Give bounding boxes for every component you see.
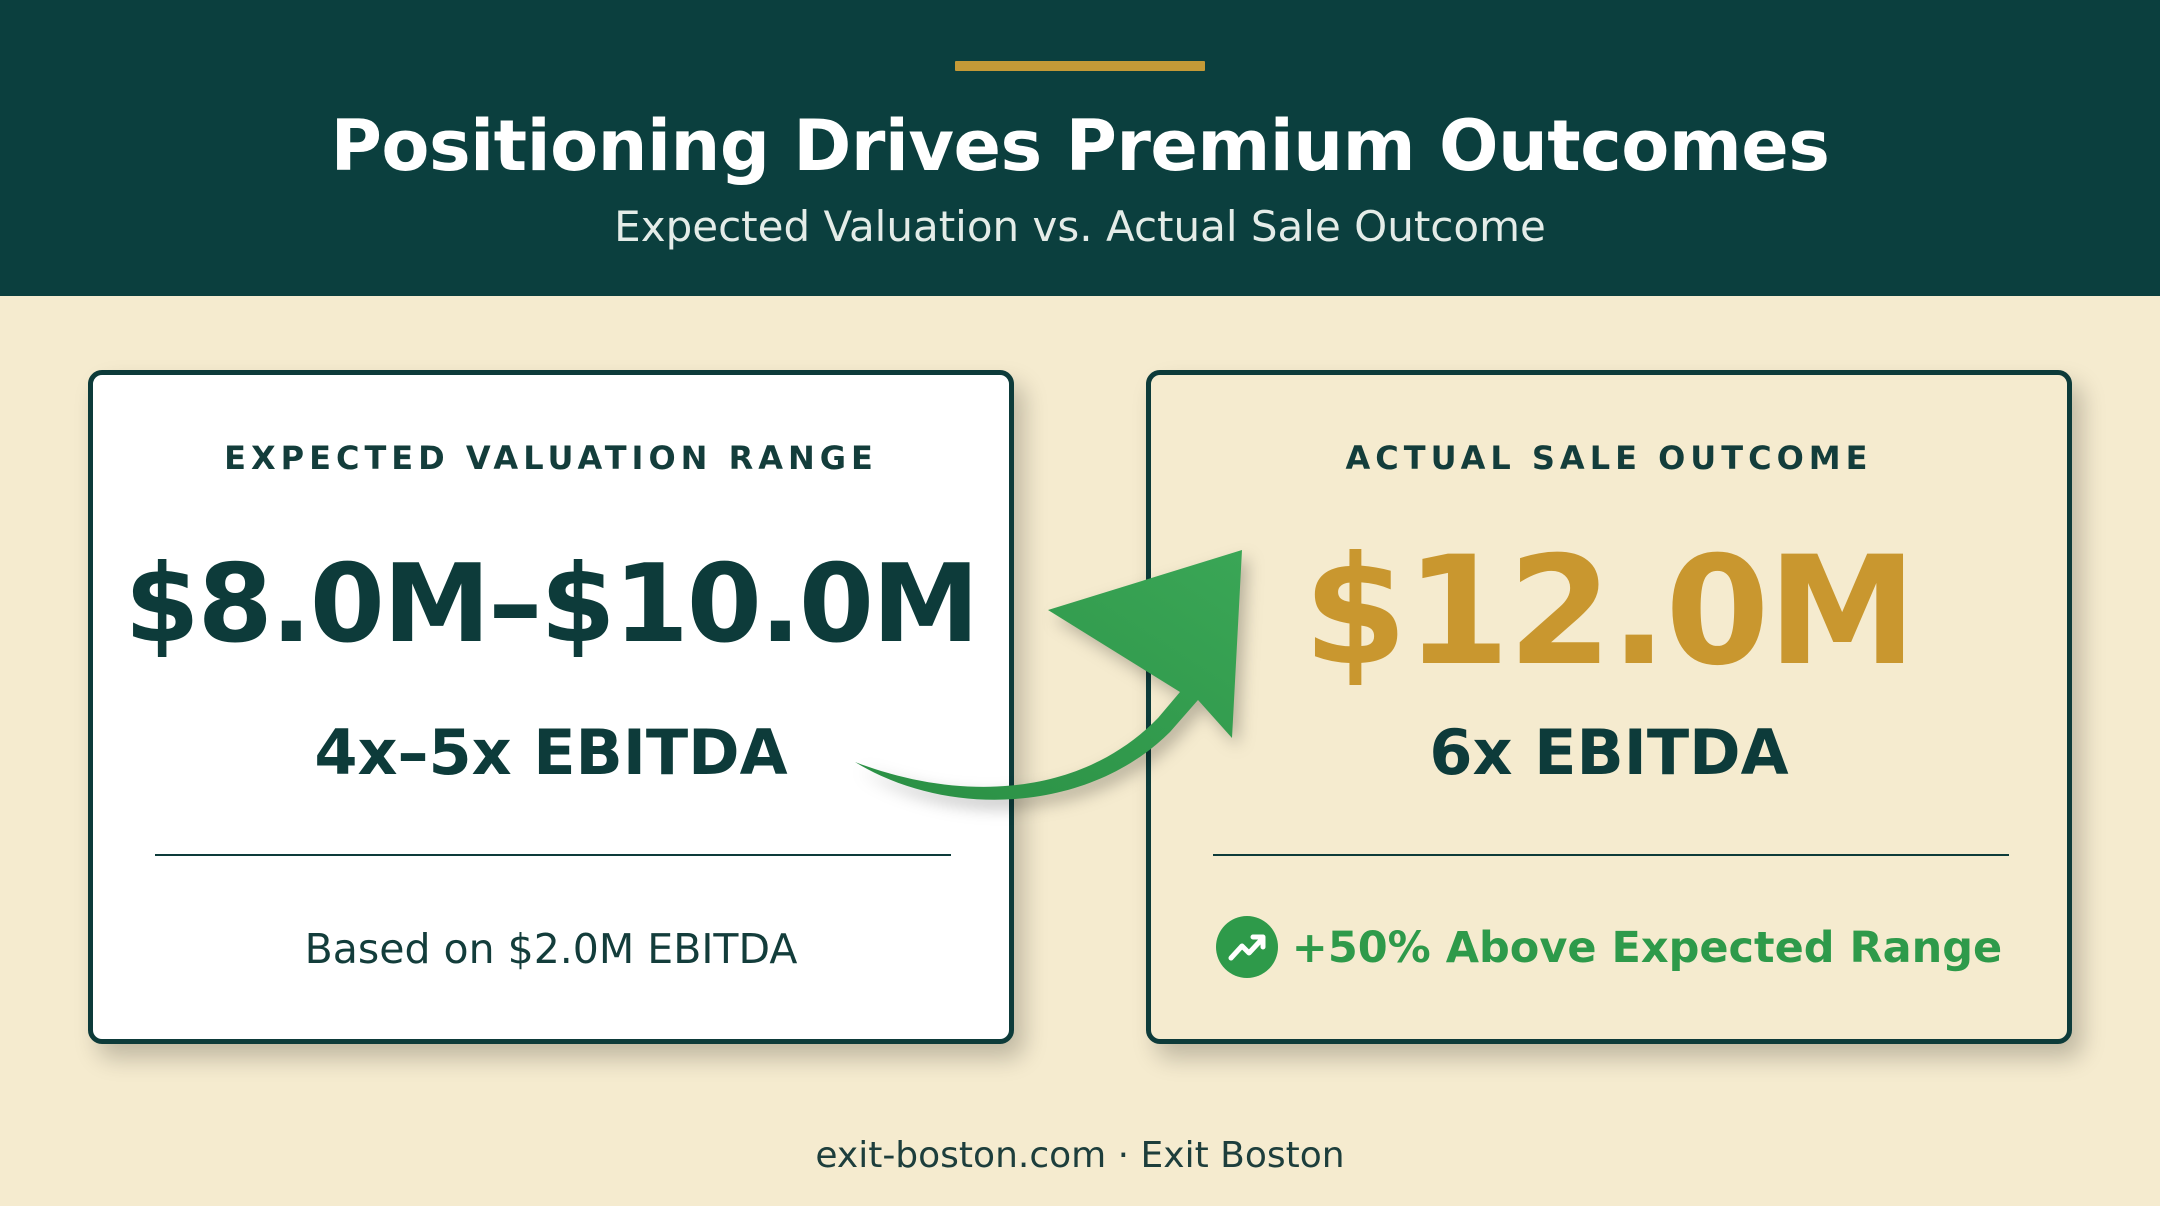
accent-bar xyxy=(955,61,1205,71)
footer-attribution: exit-boston.com · Exit Boston xyxy=(815,1135,1345,1176)
expected-card-footnote: Based on $2.0M EBITDA xyxy=(304,925,798,973)
expected-card-multiple: 4x–5x EBITDA xyxy=(314,716,788,789)
header-banner: Positioning Drives Premium Outcomes Expe… xyxy=(0,0,2160,296)
actual-card-highlight: +50% Above Expected Range xyxy=(1151,913,2067,983)
actual-card-value: $12.0M xyxy=(1303,525,1917,699)
growth-arrow-icon xyxy=(855,550,1242,800)
actual-card-highlight-text: +50% Above Expected Range xyxy=(1291,923,2003,973)
actual-outcome-card: ACTUAL SALE OUTCOME $12.0M 6x EBITDA +50… xyxy=(1146,370,2072,1044)
expected-card-label: EXPECTED VALUATION RANGE xyxy=(224,439,878,477)
expected-valuation-card: EXPECTED VALUATION RANGE $8.0M–$10.0M 4x… xyxy=(88,370,1014,1044)
expected-card-divider xyxy=(155,854,951,856)
actual-card-label: ACTUAL SALE OUTCOME xyxy=(1345,439,1873,477)
expected-card-value: $8.0M–$10.0M xyxy=(124,542,979,667)
actual-card-multiple: 6x EBITDA xyxy=(1429,716,1789,789)
page-title: Positioning Drives Premium Outcomes xyxy=(330,105,1830,187)
page-subtitle: Expected Valuation vs. Actual Sale Outco… xyxy=(614,202,1546,251)
trending-up-icon xyxy=(1215,915,1278,978)
actual-card-divider xyxy=(1213,854,2009,856)
